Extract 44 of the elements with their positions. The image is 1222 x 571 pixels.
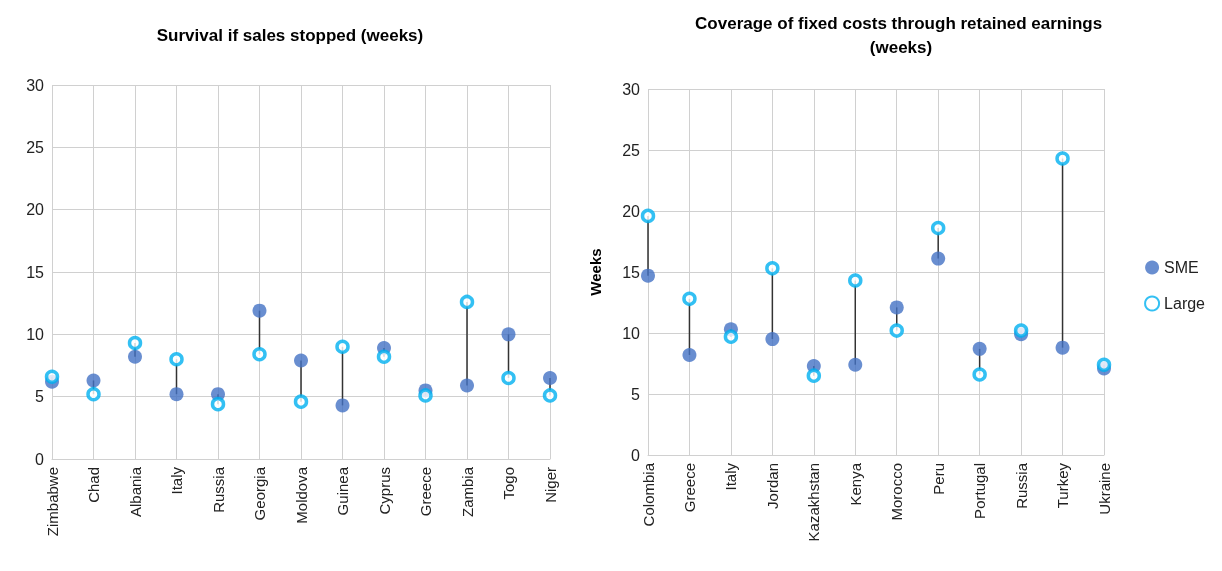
- chart-title: Coverage of fixed costs through retained earnings (weeks): [695, 13, 1107, 57]
- x-tick-label: Zimbabwe: [43, 467, 61, 537]
- x-tick-label: Niger: [541, 467, 559, 503]
- x-tick-label: Italy: [168, 466, 185, 495]
- x-tick-label: Kenya: [846, 462, 864, 506]
- x-tick-label: Kazakhstan: [805, 463, 823, 542]
- x-tick-label: Zambia: [458, 466, 476, 518]
- x-tick-label: Morocco: [888, 463, 906, 521]
- x-tick-label: Cyprus: [375, 467, 393, 515]
- y-tick-label: 10: [622, 324, 641, 342]
- x-tick-label: Moldova: [292, 466, 310, 524]
- x-tick-label: Peru: [929, 463, 947, 495]
- x-tick-label: Togo: [500, 467, 517, 500]
- y-tick-label: 5: [631, 385, 641, 403]
- x-tick-label: Jordan: [763, 463, 781, 509]
- y-tick-label: 20: [622, 202, 641, 220]
- y-tick-label: 5: [35, 388, 45, 406]
- x-tick-label: Greece: [680, 463, 698, 513]
- y-tick-label: 0: [35, 450, 45, 468]
- x-tick-label: Georgia: [251, 466, 268, 521]
- y-tick-label: 15: [622, 263, 641, 281]
- x-tick-label: Albania: [126, 466, 144, 518]
- y-tick-label: 0: [631, 446, 641, 464]
- y-tick-label: 10: [26, 325, 45, 343]
- x-tick-label: Italy: [722, 462, 740, 491]
- y-tick-label: 15: [26, 263, 45, 281]
- y-tick-label: 25: [622, 141, 641, 159]
- x-tick-label: Guinea: [334, 466, 351, 516]
- x-tick-label: Ukraine: [1095, 463, 1113, 515]
- y-tick-label: 20: [26, 201, 45, 219]
- x-tick-label: Russia: [209, 466, 227, 513]
- chart-title: Survival if sales stopped (weeks): [156, 25, 424, 45]
- x-tick-label: Colombia: [639, 462, 657, 527]
- y-tick-label: 30: [622, 80, 641, 98]
- legend-label: Large: [1164, 295, 1206, 312]
- y-axis-title: Weeks: [587, 248, 604, 296]
- x-tick-label: Portugal: [971, 463, 989, 519]
- legend-label: SME: [1164, 259, 1199, 276]
- y-tick-label: 30: [26, 76, 45, 94]
- x-tick-label: Greece: [417, 467, 434, 517]
- y-tick-label: 25: [26, 138, 45, 156]
- x-tick-label: Turkey: [1054, 462, 1072, 509]
- x-tick-label: Chad: [85, 467, 102, 503]
- x-tick-label: Russia: [1012, 462, 1030, 509]
